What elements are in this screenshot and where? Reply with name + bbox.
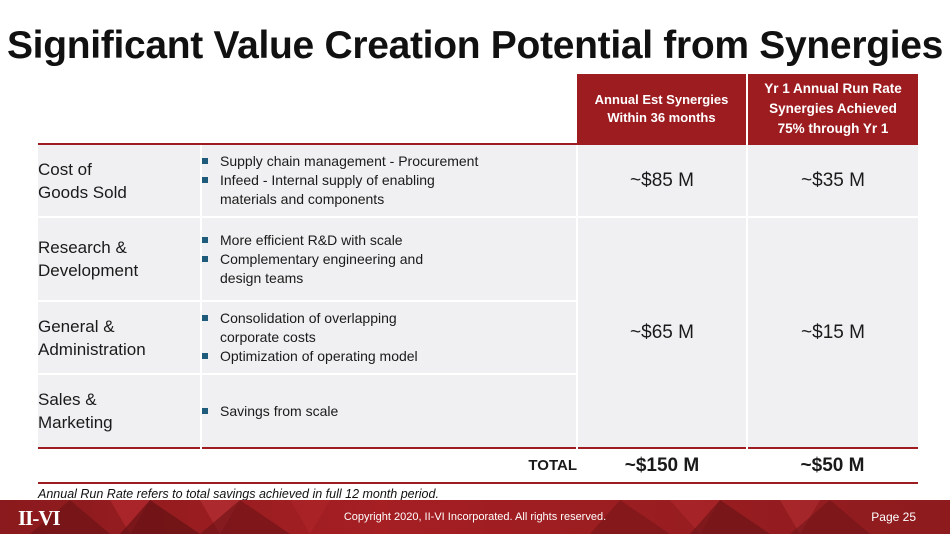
category-line: Cost of <box>38 159 92 179</box>
footnote: Annual Run Rate refers to total savings … <box>38 487 439 501</box>
header-run-rate-line: 75% through Yr 1 <box>777 120 889 136</box>
bullet-text: Infeed - Internal supply of enabling <box>220 172 435 188</box>
category-cell: General & Administration <box>38 300 201 374</box>
category-line: Development <box>38 261 139 280</box>
table-row-sm: Sales & Marketing Savings from scale <box>38 373 918 448</box>
footer-bar: II-VI Copyright 2020, II-VI Incorporated… <box>0 500 950 534</box>
category-cell: Sales & Marketing <box>38 373 201 448</box>
category-line: Marketing <box>38 413 113 432</box>
table-row-rd: Research & Development More efficient R&… <box>38 216 918 448</box>
category-line: General & <box>38 316 115 336</box>
merged-run-rate-value: ~$15 M <box>746 216 918 448</box>
bullet-text: materials and components <box>220 191 385 207</box>
table-total-row: TOTAL ~$150 M ~$50 M <box>38 447 918 484</box>
bullet-item: Infeed - Internal supply of enabling mat… <box>202 171 576 209</box>
header-annual-est: Annual Est Synergies Within 36 months <box>577 74 747 144</box>
bullet-item: Supply chain management - Procurement <box>202 152 576 171</box>
total-run-rate-value: ~$50 M <box>747 447 918 484</box>
bullet-text: More efficient R&D with scale <box>220 231 403 248</box>
header-run-rate: Yr 1 Annual Run Rate Synergies Achieved … <box>746 74 918 144</box>
category-line: Goods Sold <box>38 182 127 202</box>
category-cell: Research & Development <box>38 216 201 301</box>
bullet-item: More efficient R&D with scale <box>202 231 576 250</box>
category-line: Research & <box>38 238 127 257</box>
bullets-cell: Consolidation of overlapping corporate c… <box>200 300 577 374</box>
total-label: TOTAL <box>38 447 577 484</box>
bullet-text: Supply chain management - Procurement <box>220 153 479 169</box>
merged-est-synergy-value: ~$65 M <box>576 216 747 448</box>
header-annual-est-line: Annual Est Synergies <box>594 91 729 107</box>
bullets-cell: Supply chain management - Procurement In… <box>200 143 577 217</box>
copyright-text: Copyright 2020, II-VI Incorporated. All … <box>343 511 607 523</box>
total-est-value: ~$150 M <box>577 447 747 484</box>
est-synergy-value: ~$85 M <box>576 143 747 217</box>
bullets-cell: More efficient R&D with scale Complement… <box>200 216 577 301</box>
slide-title: Significant Value Creation Potential fro… <box>6 24 944 67</box>
bullet-text: Optimization of operating model <box>220 348 418 364</box>
bullet-text: Savings from scale <box>220 402 339 419</box>
bullet-item: Savings from scale <box>202 402 576 421</box>
table-header-row: Annual Est Synergies Within 36 months Yr… <box>38 74 918 144</box>
bullet-item: Complementary engineering and design tea… <box>202 250 576 288</box>
category-line: Sales & <box>38 390 97 409</box>
bullet-item: Optimization of operating model <box>202 347 576 366</box>
synergy-table: Annual Est Synergies Within 36 months Yr… <box>38 74 918 484</box>
footer-pattern-icon <box>30 500 870 534</box>
page-number: Page 25 <box>871 510 916 524</box>
category-cell: Cost of Goods Sold <box>38 143 201 217</box>
bullet-text: Complementary engineering and <box>220 250 424 267</box>
bullets-cell: Savings from scale <box>200 373 577 448</box>
header-spacer <box>38 74 577 144</box>
category-line: Administration <box>38 339 146 359</box>
bullet-item: Consolidation of overlapping corporate c… <box>202 309 576 347</box>
table-row-cogs: Cost of Goods Sold Supply chain manageme… <box>38 143 918 217</box>
header-annual-est-line: Within 36 months <box>607 109 716 125</box>
table-row-ga: General & Administration Consolidation o… <box>38 300 918 374</box>
bullet-text: design teams <box>220 269 304 286</box>
header-run-rate-line: Synergies Achieved <box>769 100 897 116</box>
company-logo: II-VI <box>18 506 61 530</box>
bullet-text: Consolidation of overlapping <box>220 310 397 326</box>
bullet-text: corporate costs <box>220 329 316 345</box>
header-run-rate-line: Yr 1 Annual Run Rate <box>764 80 902 96</box>
run-rate-value: ~$35 M <box>746 143 918 217</box>
